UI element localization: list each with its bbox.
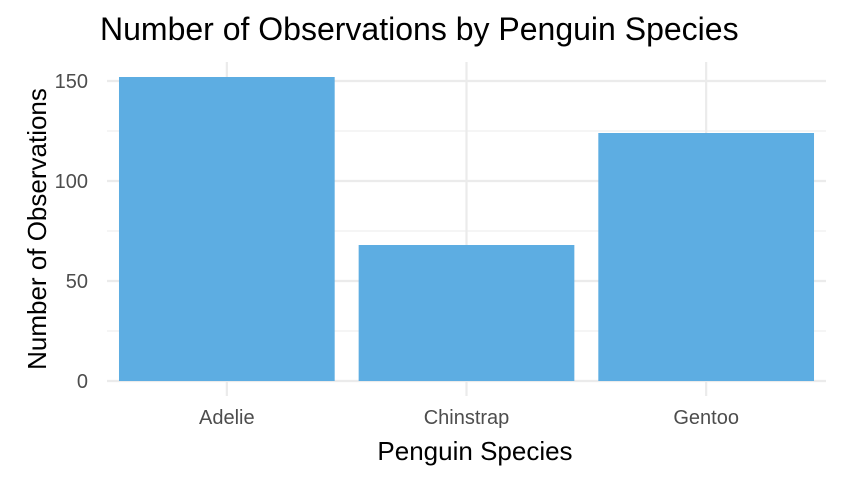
x-axis-ticks: Adelie Chinstrap Gentoo bbox=[199, 407, 739, 429]
chart-title: Number of Observations by Penguin Specie… bbox=[100, 11, 739, 47]
y-tick-label: 0 bbox=[77, 371, 88, 393]
x-axis-title: Penguin Species bbox=[377, 436, 572, 466]
bar-chinstrap bbox=[358, 245, 575, 381]
bars bbox=[118, 77, 815, 381]
x-tick-label-adelie: Adelie bbox=[199, 407, 255, 429]
y-tick-label: 150 bbox=[55, 71, 88, 93]
bar-gentoo bbox=[598, 133, 815, 381]
x-tick-label-gentoo: Gentoo bbox=[673, 407, 739, 429]
x-tick-label-chinstrap: Chinstrap bbox=[424, 407, 510, 429]
y-axis-title: Number of Observations bbox=[22, 88, 52, 370]
bar-adelie bbox=[118, 77, 335, 381]
y-tick-label: 50 bbox=[66, 271, 88, 293]
y-tick-label: 100 bbox=[55, 171, 88, 193]
y-axis-ticks: 0 50 100 150 bbox=[55, 71, 88, 393]
